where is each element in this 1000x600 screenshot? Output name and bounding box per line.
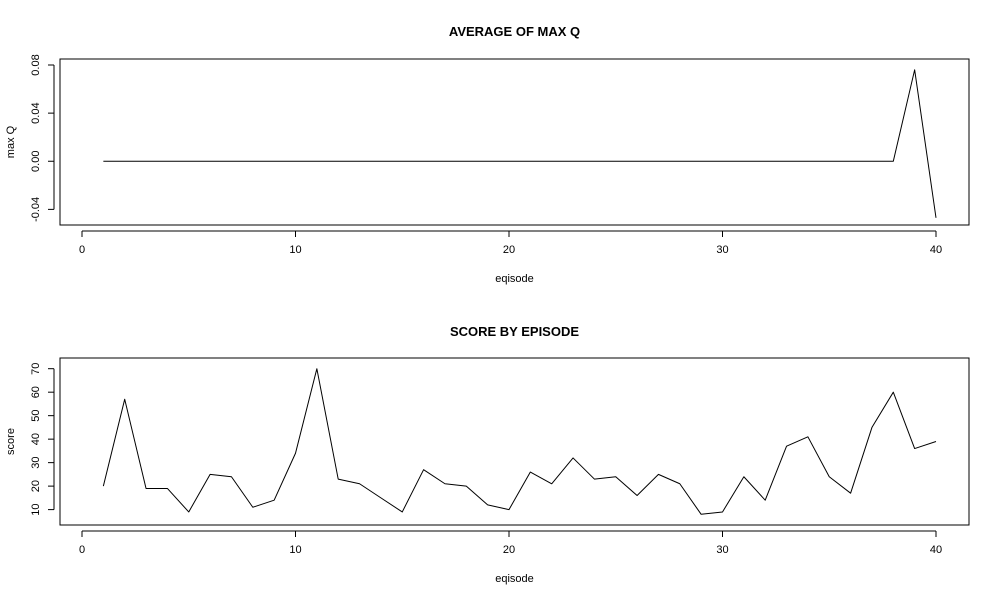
chart2-plot-frame (59, 357, 970, 526)
chart1-y-tick-label: -0.04 (30, 197, 42, 222)
chart1-x-tick-label: 10 (289, 244, 301, 256)
chart2-y-tick-label: 10 (30, 503, 42, 515)
chart2-panel: SCORE BY EPISODE 0 10 20 30 40 10 20 30 40 50 60 70 e… (5, 324, 970, 585)
chart1-y-tick-label: 0.04 (30, 102, 42, 123)
chart1-y-tick-label: 0.00 (30, 151, 42, 172)
chart2-x-tick-label: 10 (289, 544, 301, 556)
chart2-x-tick-label: 30 (716, 544, 728, 556)
chart1-series-line (103, 69, 937, 218)
chart2-series-line (102, 368, 937, 515)
chart2-y-tick-label: 20 (30, 480, 42, 492)
chart1-x-axis-label: eqisode (495, 273, 534, 285)
chart2-x-axis-label: eqisode (495, 573, 534, 585)
chart2-x-tick-label: 20 (503, 544, 515, 556)
chart1-y-axis-label: max Q (5, 125, 17, 158)
chart1-panel: AVERAGE OF MAX Q 0 10 20 30 40 -0.04 0.00 0.04 0.… (5, 24, 970, 285)
chart2-y-tick-label: 60 (30, 386, 42, 398)
chart2-y-tick-label: 30 (30, 457, 42, 469)
chart1-x-tick-label: 30 (716, 244, 728, 256)
chart2-y-axis-label: score (5, 428, 17, 455)
chart1-plot-frame (59, 58, 970, 226)
chart1-y-tick-label: 0.08 (30, 54, 42, 75)
chart1-x-tick-label: 20 (503, 244, 515, 256)
chart2-x-tick-label: 40 (930, 544, 942, 556)
chart2-title: SCORE BY EPISODE (450, 324, 579, 339)
chart1-title: AVERAGE OF MAX Q (449, 24, 580, 39)
chart1-x-tick-label: 40 (930, 244, 942, 256)
chart2-y-tick-label: 70 (30, 363, 42, 375)
chart2-y-tick-label: 40 (30, 433, 42, 445)
chart1-x-tick-label: 0 (79, 244, 85, 256)
chart2-y-tick-label: 50 (30, 410, 42, 422)
chart2-x-tick-label: 0 (79, 544, 85, 556)
